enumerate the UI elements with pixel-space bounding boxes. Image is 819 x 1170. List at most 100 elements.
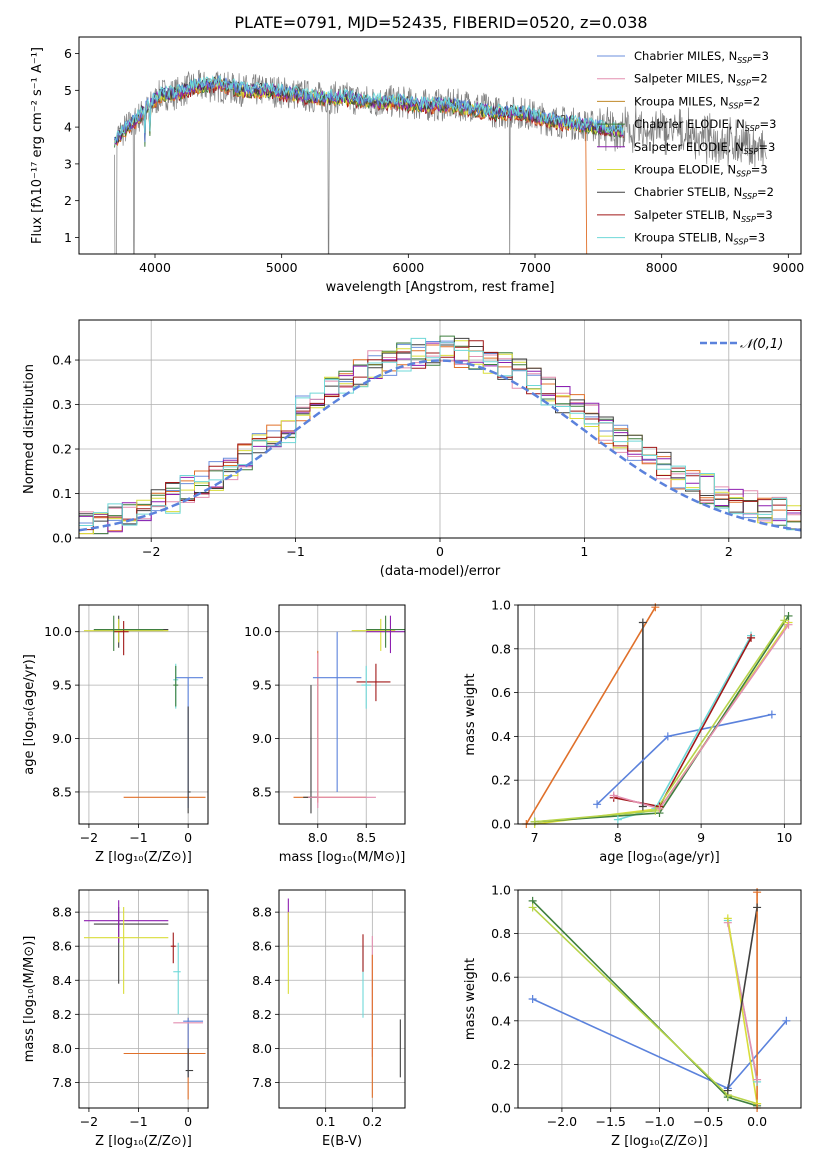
tick-label-y: 0.1 [52,486,72,501]
model-spectrum-line [114,79,588,254]
plot-area-age_vs_mass [293,615,405,814]
panel-spectrum: 4000 5000 6000 7000 8000 9000 1 2 3 4 5 6 wavelength… [30,36,804,295]
weight-marker [747,633,756,642]
axes-frame [78,889,209,1109]
weight-line [534,622,790,824]
tick-label-y: 8.2 [52,1007,72,1022]
plot-area-mass_vs_Z [83,900,206,1100]
gaussian-curve [79,359,801,532]
axes-frame [517,889,802,1109]
legend-label: Chabrier MILES, NSSP=3 [634,49,769,65]
weight-line [532,900,758,1107]
weight-marker [528,995,537,1003]
legend-label: Kroupa ELODIE, NSSP=3 [634,163,768,179]
legend-label: Salpeter ELODIE, NSSP=3 [634,140,775,156]
legend-subscript: SSP [736,79,751,88]
tick-label-x: 8000 [646,260,678,275]
x-axis-label: Z [log₁₀(Z/Z⊙)] [95,1134,192,1149]
tick-label-y: 8.5 [252,784,272,799]
tick-label-y: 5 [64,83,72,98]
tick-label-x: 1 [580,544,588,559]
tick-label-y: 8.6 [52,939,72,954]
tick-label-x: −0.5 [693,1114,723,1129]
tick-label-y: 8.2 [252,1007,272,1022]
legend-count: =2 [757,185,774,199]
axes-frame [278,604,406,825]
legend-count: =3 [758,140,775,154]
tick-label-y: 8.8 [252,905,272,920]
tick-label-y: 0.3 [52,397,72,412]
tick-label-x: −1.0 [644,1114,674,1129]
weight-marker [530,817,539,826]
tick-label-x: 8.0 [308,830,328,845]
tick-label-y: 0.4 [491,1013,511,1028]
weight-marker [753,1075,762,1084]
tick-label-y: 10.0 [44,624,72,639]
tick-label-x: −1.5 [596,1114,626,1129]
panel-age_vs_Z: −2 −1 0 8.5 9.0 9.5 10.0 Z [log₁₀(Z/Z⊙)] age [lo… [22,604,209,865]
tick-label-y: 8.4 [252,973,272,988]
weight-line [525,606,656,824]
legend-count: =3 [751,163,768,177]
tick-label-y: 8.4 [52,973,72,988]
tick-label-y: 0.2 [491,1057,511,1072]
tick-label-x: 8.5 [356,830,376,845]
legend-label: Chabrier STELIB, NSSP=2 [634,185,774,201]
tick-label-x: 0.1 [316,1114,336,1129]
axes-frame [78,319,802,539]
weight-line [532,906,758,1105]
tick-label-y: 9.5 [52,678,72,693]
legend-subscript: SSP [742,192,757,201]
tick-label-y: 0.6 [491,685,511,700]
y-axis-label: age [log₁₀(age/yr)] [22,654,37,775]
x-axis-label: Z [log₁₀(Z/Z⊙)] [95,850,192,865]
tick-label-x: 7000 [519,260,551,275]
weight-marker [784,620,793,629]
weight-marker [528,903,537,912]
tick-label-y: 8.6 [252,939,272,954]
weight-marker [767,710,776,719]
panel-weight_vs_Z: −2.0 −1.5 −1.0 −0.5 0.0 0.0 0.2 0.4 0.6 0.8 1.0 Z [… [463,883,802,1149]
tick-label-y: 9.0 [52,731,72,746]
legend-count: =3 [760,117,777,131]
weight-marker [780,616,789,625]
tick-label-x: −2.0 [547,1114,577,1129]
weight-marker [613,815,622,824]
legend-subscript: SSP [736,170,751,179]
axes-frame [517,604,802,825]
tick-label-y: 0.4 [52,353,72,368]
tick-label-x: 0.2 [362,1114,382,1129]
weight-line [534,619,786,823]
tick-label-y: 8.5 [52,784,72,799]
panel-weight_vs_age: 7 8 9 10 0.0 0.2 0.4 0.6 0.8 1.0 age [log₁₀(age/yr… [463,598,802,865]
legend-subscript: SSP [745,124,760,133]
legend-count: =3 [756,208,773,222]
tick-label-y: 0.2 [52,442,72,457]
tick-label-x: 8 [614,830,622,845]
weight-marker [723,914,732,923]
x-axis-label: (data-model)/error [380,564,501,579]
tick-label-y: 10.0 [244,624,272,639]
panel-age_vs_mass: 8.0 8.5 8.5 9.0 9.5 10.0 mass [log₁₀(M/M⊙)] [244,604,406,865]
tick-label-y: 6 [64,46,72,61]
legend-subscript: SSP [734,238,749,247]
tick-label-y: 0.0 [52,531,72,546]
tick-label-x: −1 [129,830,147,845]
tick-label-y: 8.0 [52,1041,72,1056]
x-axis-label: Z [log₁₀(Z/Z⊙)] [611,1134,708,1149]
tick-label-y: 0.2 [491,773,511,788]
weight-marker [753,903,762,912]
residual-histogram [79,335,801,535]
panel-mass_vs_ebv: 0.1 0.2 7.8 8.0 8.2 8.4 8.6 8.8 E(B-V) [252,889,406,1149]
weight-line [613,637,752,808]
weight-marker [638,618,647,627]
tick-label-y: 7.8 [52,1075,72,1090]
legend-count: =2 [743,94,760,108]
x-axis-label: wavelength [Angstrom, rest frame] [326,280,555,295]
plot-area-mass_vs_ebv [287,898,401,1098]
tick-label-y: 9.0 [252,731,272,746]
legend-label: Chabrier ELODIE, NSSP=3 [634,117,776,133]
tick-label-y: 4 [64,120,72,135]
weight-marker [784,611,793,620]
weight-marker [655,804,664,813]
